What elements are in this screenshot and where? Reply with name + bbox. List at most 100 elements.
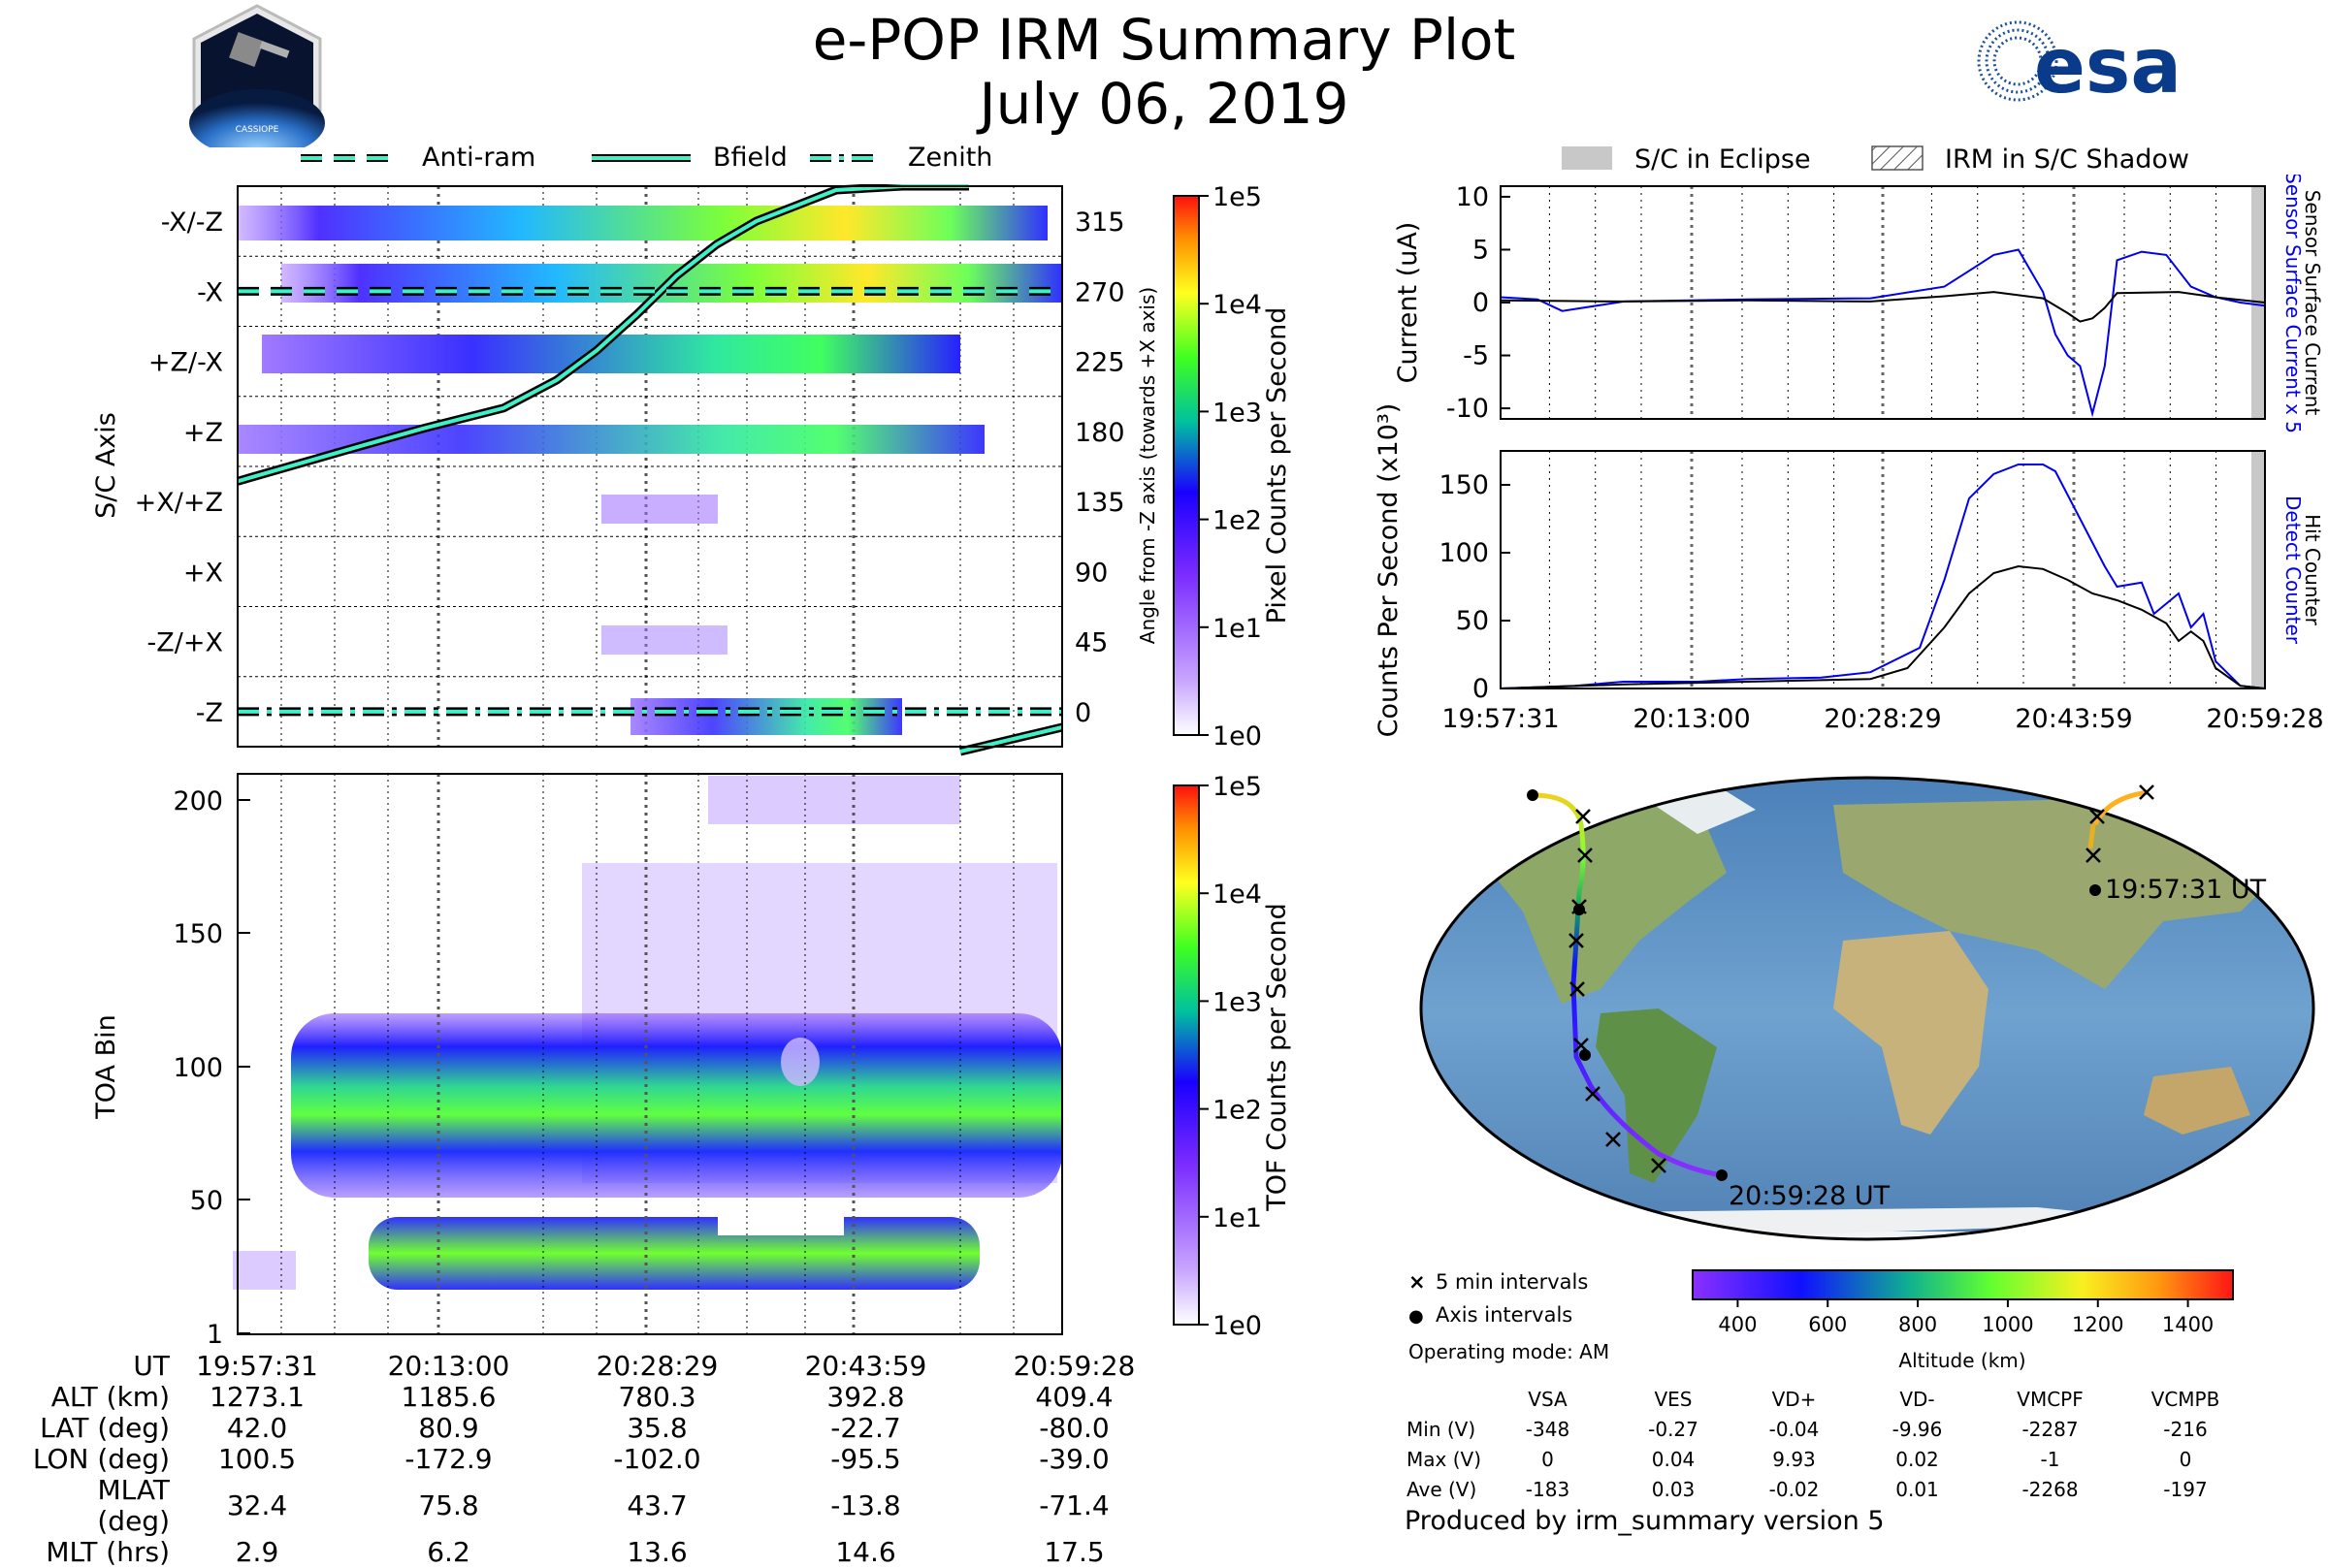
voltage-cell: 9.93 (1772, 1448, 1816, 1471)
orbit-map: 19:57:31 UT 20:59:28 UT (1419, 776, 2315, 1241)
orbit-row-label-1: LAT (deg) (40, 1412, 170, 1444)
toa-gap (781, 1038, 820, 1086)
time-tick-1: 20:13:00 (1633, 704, 1750, 734)
voltage-cell: 0.02 (1895, 1448, 1939, 1471)
toa-lower-gap (718, 1214, 844, 1235)
toa-lower-band (369, 1217, 980, 1290)
pixel-colorbar (1173, 195, 1200, 736)
counts-series-0 (1500, 464, 2266, 689)
orbit-time-2: 20:28:29 (596, 1350, 719, 1382)
five-min-marker-8 (1651, 1158, 1666, 1173)
voltage-cell: 0.01 (1895, 1478, 1939, 1501)
voltage-cell: 0.04 (1651, 1448, 1696, 1471)
axis-marker-1 (1573, 904, 1585, 915)
orbit-cell: 14.6 (835, 1536, 896, 1568)
pixel-cbar-tick-1: 1e4 (1212, 290, 1262, 320)
five-min-marker-0 (1575, 809, 1591, 824)
counts-ytick-1: 100 (1439, 538, 1489, 568)
alt-tick-2: 800 (1898, 1313, 1937, 1336)
current-ytick-2: 0 (1472, 288, 1489, 318)
esa-logo: esa (1977, 20, 2182, 111)
orbit-row-label-2: LON (deg) (32, 1443, 170, 1475)
legend-zenith: Zenith (908, 143, 992, 173)
legend-five-min: 5 min intervals (1436, 1270, 1589, 1294)
five-min-marker-10 (2086, 848, 2101, 863)
cassiope-text: CASSIOPE (236, 125, 279, 135)
orbit-time-4: 20:59:28 (1013, 1350, 1136, 1382)
toa-left-patch (233, 1251, 296, 1290)
title-line1: e-POP IRM Summary Plot (812, 7, 1516, 73)
axis-marker-icon: ● (1408, 1306, 1424, 1327)
angle-tick-3: 180 (1075, 418, 1125, 448)
current-ylabel: Current (uA) (1393, 222, 1423, 384)
voltage-cell: -183 (1525, 1478, 1570, 1501)
current-right-label-blue: Sensor Surface Current x 5 (2281, 175, 2305, 433)
orbit-cell: 13.6 (627, 1536, 688, 1568)
voltage-col-3: VD- (1899, 1388, 1935, 1411)
orbit-cell: 1273.1 (210, 1381, 305, 1413)
landmass-africa (1833, 931, 1988, 1135)
voltage-row-label-0: Min (V) (1406, 1418, 1476, 1441)
toa-ytick-0: 200 (173, 786, 223, 816)
toa-ytick-2: 100 (173, 1053, 223, 1083)
voltage-col-0: VSA (1528, 1388, 1568, 1411)
voltage-cell: -348 (1525, 1418, 1570, 1441)
line-legend: Anti-ram Bfield Zenith (301, 143, 992, 173)
orbit-cell: -71.4 (1039, 1489, 1110, 1521)
orbit-cell: 2.9 (235, 1536, 279, 1568)
five-min-marker-1 (1577, 848, 1593, 863)
axis-spectrogram-panel: -X/-Z 315 -X 270 +Z/-X 225 +Z 180 +X/+Z 135 +X 90 -Z… (91, 184, 1292, 756)
current-ytick-3: -5 (1463, 341, 1489, 371)
voltage-cell: -1 (2040, 1448, 2060, 1471)
voltage-cell: -2268 (2021, 1478, 2079, 1501)
five-min-marker-3 (1568, 933, 1584, 948)
orbit-cell: 17.5 (1044, 1536, 1105, 1568)
time-tick-0: 19:57:31 (1441, 704, 1559, 734)
voltage-col-5: VCMPB (2150, 1388, 2220, 1411)
orbit-row-label-3: MLAT (deg) (97, 1474, 170, 1537)
axis-label-1: -X (197, 277, 223, 307)
voltage-table: VSA VES VD+ VD- VMCPF VCMPB Min (V) -348 -0.27 -0… (1397, 1385, 2254, 1505)
five-min-marker-6 (1585, 1086, 1600, 1102)
tof-cbar-tick-1: 1e4 (1212, 880, 1262, 910)
tof-cbar-tick-4: 1e1 (1212, 1203, 1262, 1233)
voltage-row-label-1: Max (V) (1406, 1448, 1481, 1471)
axis-label-6: -Z/+X (147, 628, 223, 658)
axis-marker-4 (2089, 884, 2101, 896)
voltage-cell: -0.02 (1768, 1478, 1820, 1501)
time-tick-3: 20:43:59 (2015, 704, 2132, 734)
alt-tick-1: 600 (1808, 1313, 1847, 1336)
voltage-cell: -197 (2163, 1478, 2208, 1501)
counts-frame (1500, 450, 2266, 689)
five-min-marker-11 (2139, 784, 2154, 800)
orbit-cell: 75.8 (418, 1489, 479, 1521)
voltage-cell: -2287 (2021, 1418, 2079, 1441)
plot-title: e-POP IRM Summary Plot July 06, 2019 (0, 8, 2328, 136)
angle-tick-1: 270 (1075, 277, 1125, 307)
time-tick-4: 20:59:28 (2206, 704, 2323, 734)
axis-label-5: +X (183, 558, 223, 588)
current-series-1 (1500, 291, 2266, 323)
map-legend: × 5 min intervals ● Axis intervals (1408, 1265, 1588, 1333)
toa-ytick-3: 50 (190, 1186, 223, 1216)
orbit-cell: -22.7 (830, 1412, 901, 1444)
toa-frame (237, 773, 1063, 1335)
legend-shadow: IRM in S/C Shadow (1945, 144, 2189, 175)
current-ytick-1: 5 (1472, 235, 1489, 265)
footer-text: Produced by irm_summary version 5 (1405, 1506, 1885, 1536)
voltage-cell: -9.96 (1892, 1418, 1943, 1441)
legend-axis-intervals: Axis intervals (1436, 1303, 1573, 1327)
legend-antiram: Anti-ram (422, 143, 535, 173)
angle-tick-2: 225 (1075, 348, 1125, 378)
orbit-cell: -102.0 (613, 1443, 701, 1475)
toa-ylabel: TOA Bin (91, 1014, 121, 1119)
counts-ytick-2: 50 (1456, 606, 1489, 636)
current-ytick-0: 10 (1456, 182, 1489, 212)
bfield-line (237, 184, 969, 484)
voltage-col-1: VES (1654, 1388, 1693, 1411)
counts-ytick-0: 150 (1439, 470, 1489, 500)
map-label-start: 19:57:31 UT (2105, 875, 2267, 905)
tof-colorbar-label: TOF Counts per Second (1262, 903, 1292, 1212)
tof-cbar-tick-0: 1e5 (1212, 772, 1262, 802)
